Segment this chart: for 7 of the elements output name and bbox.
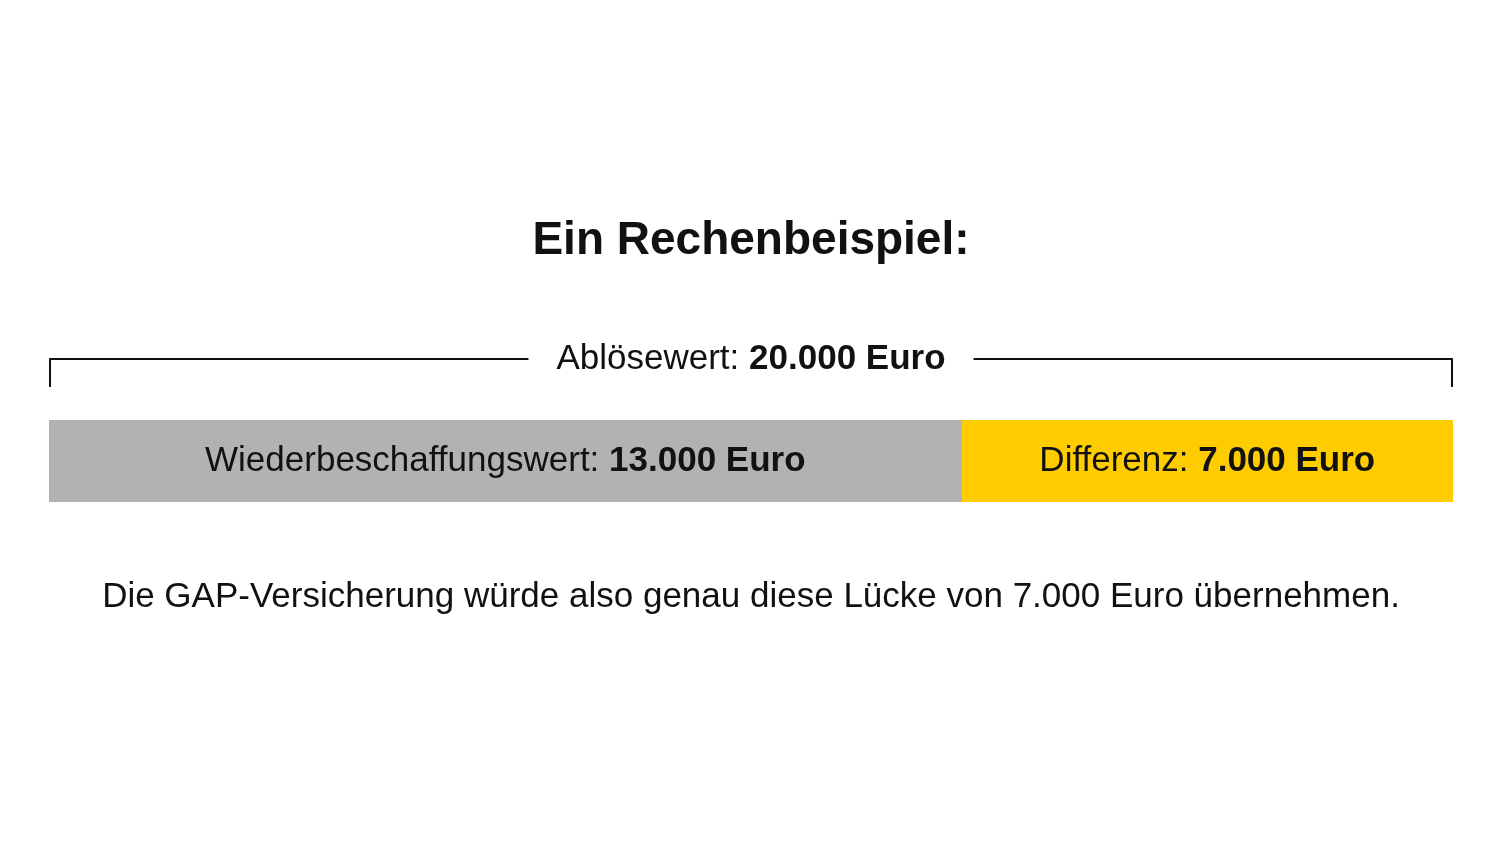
total-label: Ablösewert: 20.000 Euro xyxy=(556,336,946,376)
chart-title: Ein Rechenbeispiel: xyxy=(532,211,970,264)
data-label: 7.000 Euro xyxy=(1198,438,1376,478)
data-label: 13.000 Euro xyxy=(609,438,806,478)
series-label: Differenz: xyxy=(1039,438,1199,478)
text: Die GAP-Versicherung würde also genau diese Lücke von 7.000 Euro übernehmen. xyxy=(102,574,1400,614)
series-label: Wiederbeschaffungswert: xyxy=(205,438,610,478)
